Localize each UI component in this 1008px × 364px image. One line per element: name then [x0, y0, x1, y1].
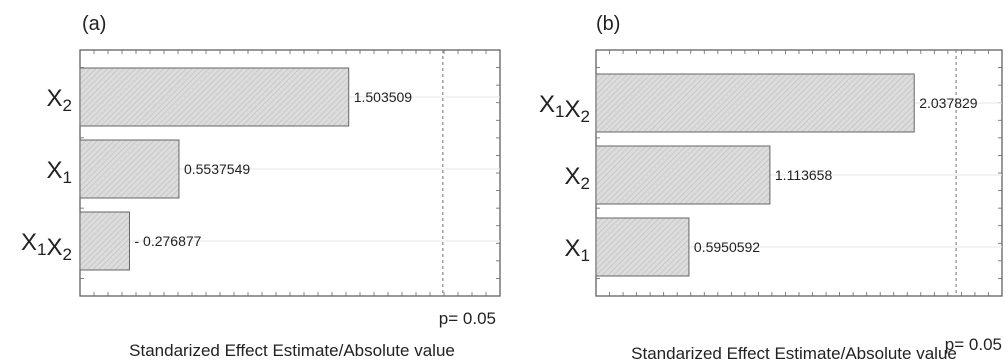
bar-X2 [595, 145, 771, 205]
bar-X1 [79, 139, 180, 199]
panel-label: (b) [596, 13, 620, 35]
value-label: 1.503509 [354, 89, 413, 105]
value-label: 2.037829 [919, 95, 978, 111]
value-label: 1.113658 [775, 167, 833, 183]
bar-X1X2 [79, 211, 130, 271]
category-label-X2: X2 [47, 85, 72, 115]
x-axis-title: Standarized Effect Estimate/Absolute val… [129, 341, 455, 360]
x-axis-title: Standarized Effect Estimate/Absolute val… [631, 344, 957, 363]
category-label-X2: X2 [565, 163, 590, 193]
reference-line-label: p= 0.05 [439, 309, 496, 328]
bar-X2 [79, 67, 350, 127]
value-label: 0.5537549 [184, 161, 250, 177]
panel-label: (a) [82, 13, 106, 35]
category-label-X1: X1 [565, 235, 590, 265]
value-label: - 0.276877 [134, 233, 201, 249]
category-label-X1X2: X1X2 [539, 91, 590, 126]
value-label: 0.5950592 [694, 239, 760, 255]
reference-line-label: p= 0.05 [945, 335, 1002, 354]
category-label-X1: X1 [47, 157, 72, 187]
bar-X1X2 [595, 73, 915, 133]
axis-ticks [596, 50, 1002, 296]
bar-X1 [595, 217, 690, 277]
chart-panel-b: (b) p= 0.05 2.037829 X1X2 1.113658 X2 0.595059… [539, 13, 1003, 363]
chart-panel-a: (a) p= 0.05 1.503509 X2 0.5537549 X1 - 0.27687… [21, 13, 501, 360]
category-label-X1X2: X1X2 [21, 229, 72, 264]
